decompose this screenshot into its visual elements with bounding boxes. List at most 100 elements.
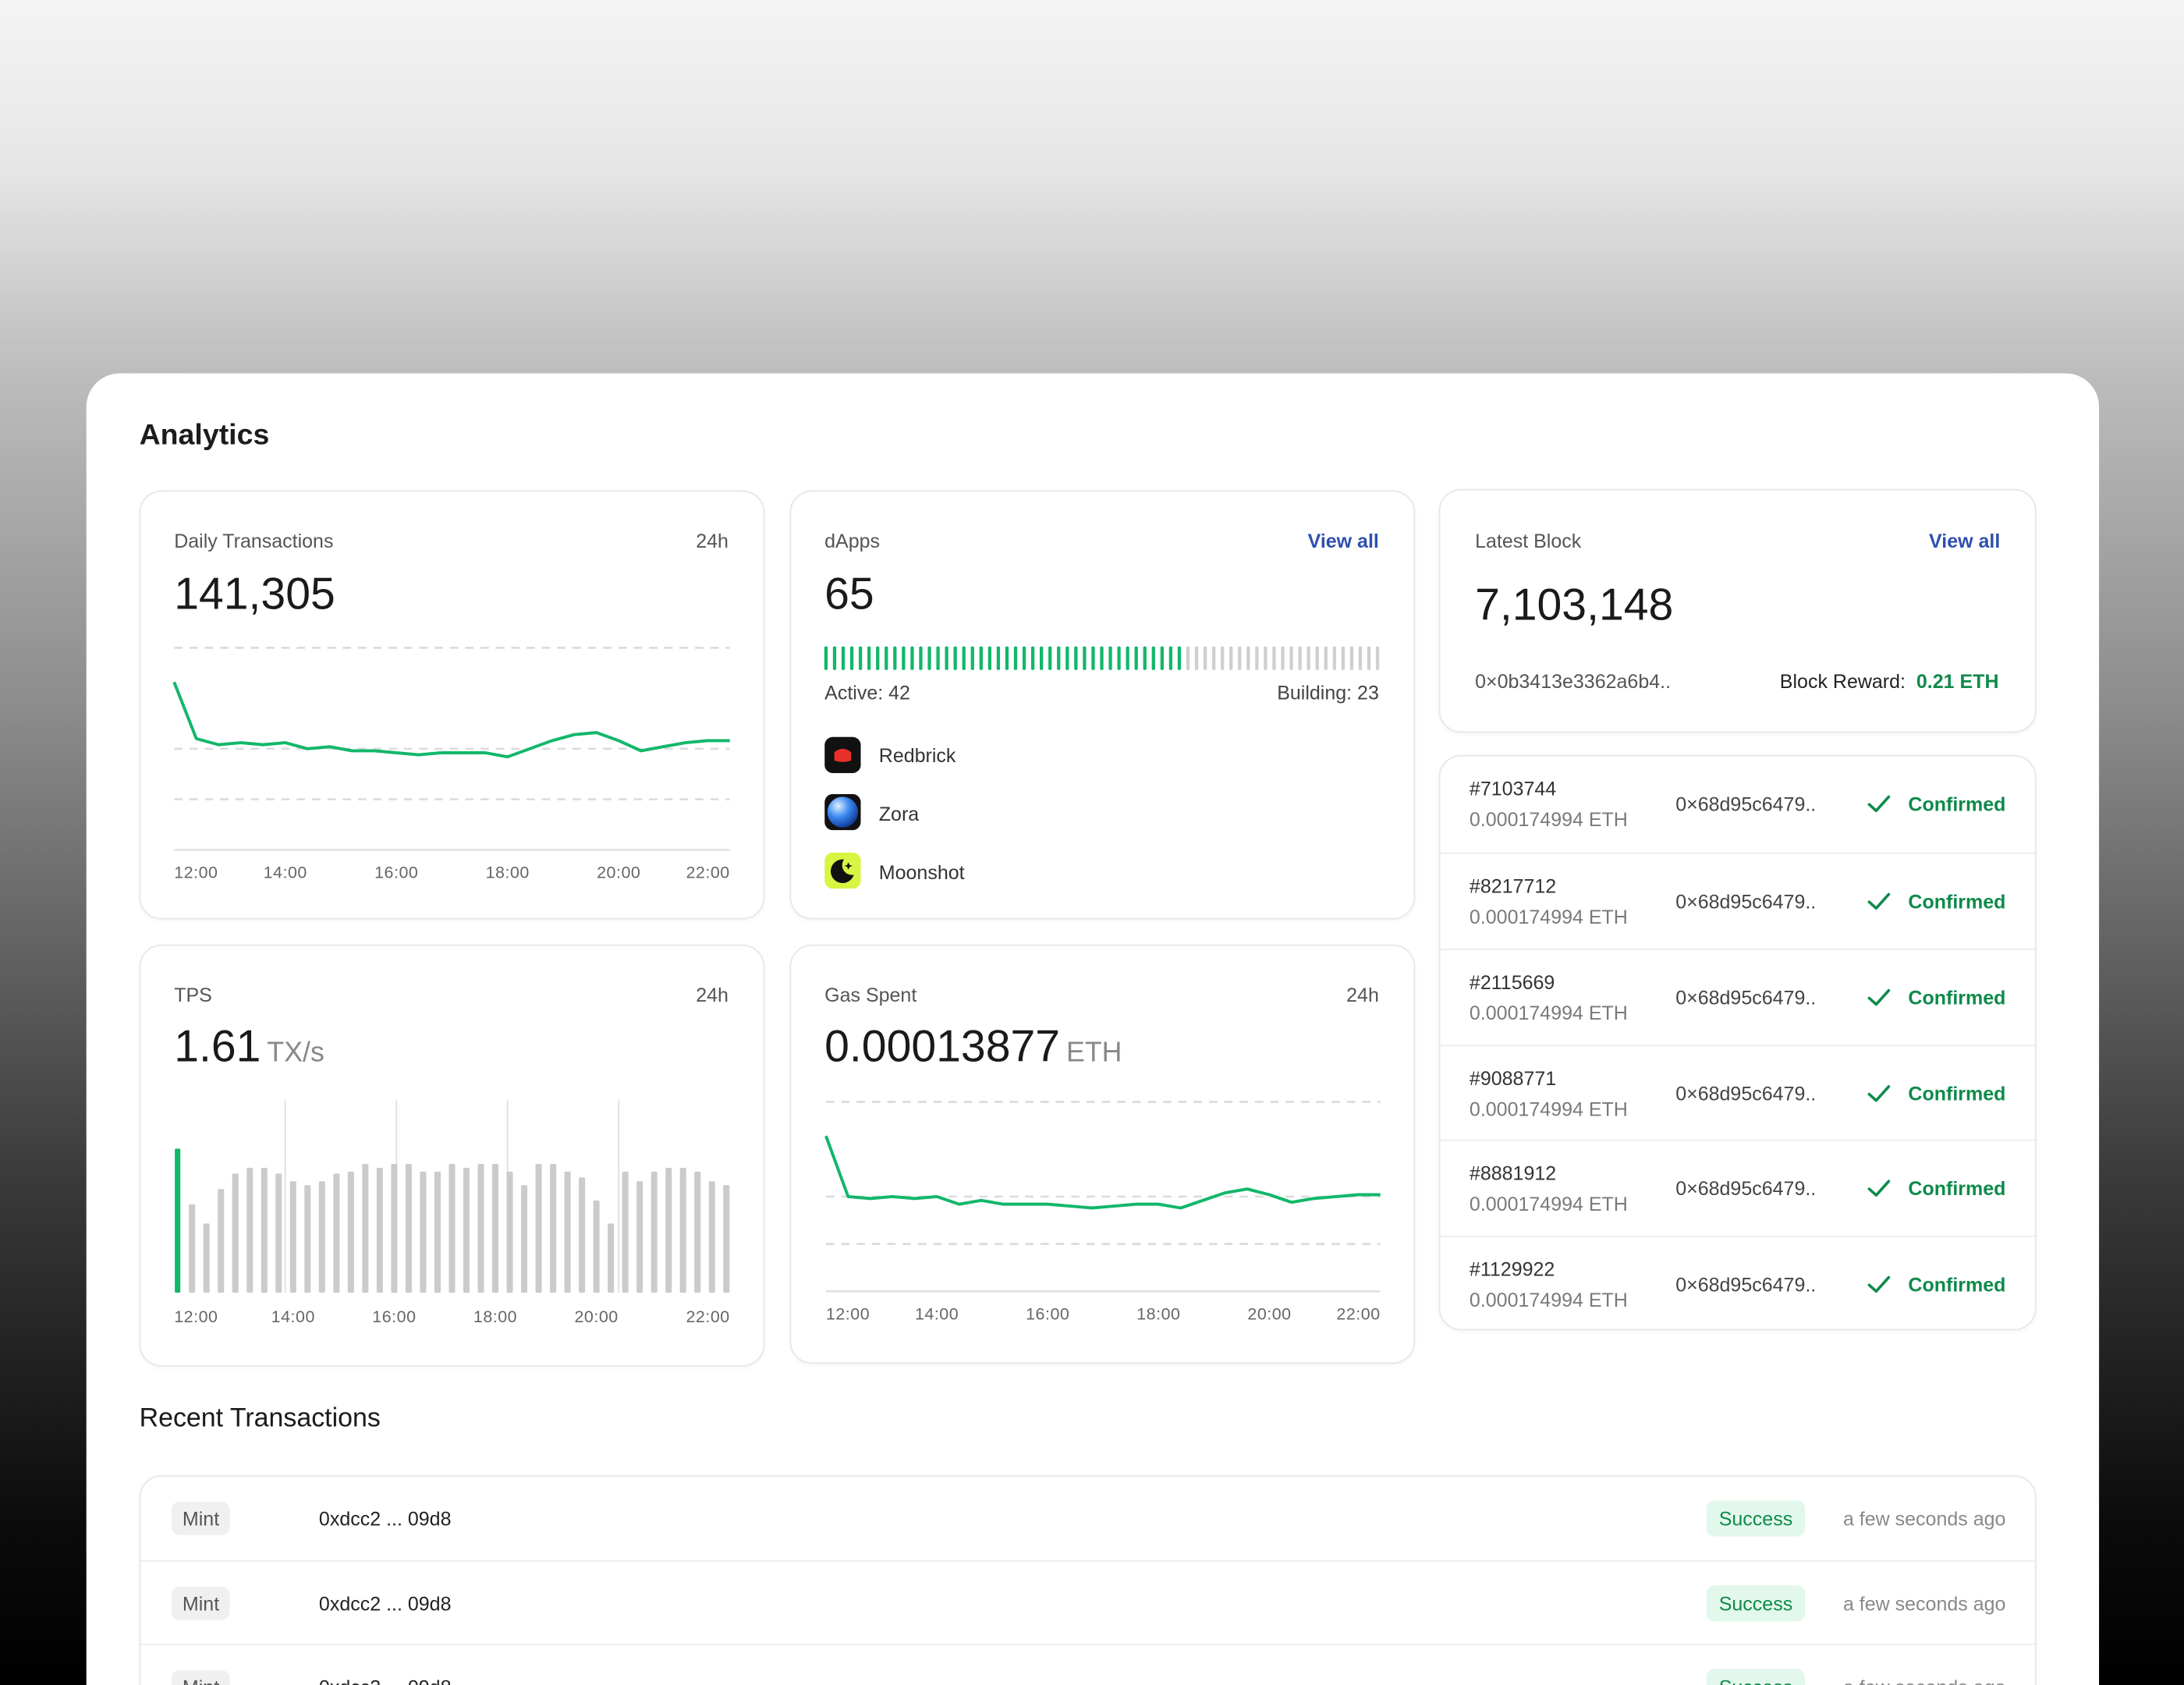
progress-tick: [979, 646, 983, 670]
x-tick-label: 20:00: [597, 863, 640, 882]
progress-tick: [970, 646, 974, 670]
progress-tick: [1126, 646, 1129, 670]
period: 24h: [696, 529, 729, 552]
progress-tick: [910, 646, 914, 670]
block-hash: 0×68d95c6479..: [1675, 889, 1817, 913]
app-name[interactable]: Redbrick: [878, 743, 956, 767]
bar: [463, 1167, 470, 1293]
block-row[interactable]: #9088771 0.000174994 ETH 0×68d95c6479.. Con…: [1440, 1044, 2035, 1141]
bar: [622, 1171, 629, 1293]
progress-tick: [919, 646, 923, 670]
period: 24h: [696, 983, 729, 1006]
bar: [261, 1167, 268, 1293]
block-hash: 0×68d95c6479..: [1675, 1273, 1817, 1296]
progress-tick: [1211, 646, 1216, 670]
block-id: #9088771: [1469, 1066, 1557, 1089]
x-tick-label: 18:00: [473, 1307, 517, 1326]
block-hash: 0×68d95c6479..: [1675, 1081, 1817, 1105]
progress-tick: [1134, 646, 1138, 670]
progress-tick: [902, 646, 906, 670]
status-pill: Success: [1706, 1669, 1806, 1685]
check-icon: [1867, 795, 1891, 813]
progress-tick: [1186, 646, 1190, 670]
transaction-row[interactable]: Mint 0xdcc2 ... 09d8 Success a few seconds …: [140, 1644, 2035, 1685]
x-tick-label: 22:00: [686, 1307, 729, 1326]
block-row[interactable]: #8881912 0.000174994 ETH 0×68d95c6479.. Con…: [1440, 1140, 2035, 1237]
x-tick-label: 14:00: [915, 1304, 959, 1323]
block-amount: 0.000174994 ETH: [1469, 1097, 1628, 1119]
progress-tick: [1108, 646, 1112, 670]
building-count: Building: 23: [1277, 683, 1379, 702]
progress-tick: [1013, 646, 1018, 670]
card: [789, 490, 1416, 920]
progress-tick: [962, 646, 966, 670]
transaction-row[interactable]: Mint 0xdcc2 ... 09d8 Success a few seconds …: [140, 1477, 2035, 1560]
block-hash: 0×0b3413e3362a6b4..: [1475, 669, 1672, 693]
metric-unit: ETH: [1065, 1038, 1122, 1069]
progress-tick: [1160, 646, 1164, 670]
section-title: Recent Transactions: [139, 1404, 381, 1434]
progress-tick: [1324, 646, 1328, 670]
bar: [189, 1204, 196, 1293]
progress-tick: [1306, 646, 1310, 670]
bar: [708, 1181, 715, 1293]
bar: [304, 1185, 311, 1293]
bar: [694, 1171, 701, 1293]
progress-tick: [1367, 646, 1371, 670]
progress-tick: [1177, 646, 1182, 670]
line-series: [172, 681, 730, 759]
progress-tick: [1349, 646, 1354, 670]
metric-value: 0.00013877: [824, 1020, 1061, 1072]
reward-value: 0.21 ETH: [1916, 669, 1999, 693]
metric: 1.61 TX/s: [174, 1024, 324, 1069]
blocks-list: #7103744 0.000174994 ETH 0×68d95c6479.. Con…: [1438, 754, 2037, 1333]
tx-hash: 0xdcc2 ... 09d8: [318, 1592, 452, 1615]
progress-tick: [1255, 646, 1259, 670]
type-pill: Mint: [171, 1586, 231, 1620]
status: Confirmed: [1908, 985, 2006, 1009]
progress-tick: [1358, 646, 1363, 670]
progress-tick: [832, 646, 837, 670]
progress-tick: [1229, 646, 1233, 670]
block-row[interactable]: #7103744 0.000174994 ETH 0×68d95c6479.. Con…: [1440, 757, 2034, 853]
block-id: #7103744: [1469, 777, 1557, 800]
bar: [376, 1167, 383, 1293]
bar: [391, 1164, 398, 1293]
progress-tick: [1030, 646, 1035, 670]
metric-unit: TX/s: [267, 1038, 324, 1069]
block-id: #2115669: [1469, 970, 1555, 993]
block-row[interactable]: #2115669 0.000174994 ETH 0×68d95c6479.. Con…: [1440, 948, 2035, 1045]
view-all-link[interactable]: View all: [1929, 529, 2001, 552]
block-row[interactable]: #1129922 0.000174994 ETH 0×68d95c6479.. Con…: [1440, 1236, 2035, 1333]
block-row[interactable]: #8217712 0.000174994 ETH 0×68d95c6479.. Con…: [1440, 852, 2035, 950]
progress-tick: [1040, 646, 1044, 670]
x-tick-label: 22:00: [686, 863, 729, 882]
transaction-row[interactable]: Mint 0xdcc2 ... 09d8 Success a few seconds …: [140, 1560, 2035, 1645]
progress-tick: [1100, 646, 1104, 670]
progress-tick: [1298, 646, 1302, 670]
time: a few seconds ago: [1842, 1507, 2006, 1530]
progress-tick: [945, 646, 948, 670]
bar: [550, 1164, 557, 1293]
bar: [448, 1164, 456, 1293]
progress-tick: [1005, 646, 1009, 670]
block-id: #8881912: [1469, 1162, 1557, 1185]
bar: [362, 1164, 369, 1293]
type-pill: Mint: [171, 1502, 231, 1535]
bar: [347, 1171, 354, 1293]
progress-tick: [936, 646, 940, 670]
card-label: Latest Block: [1475, 529, 1582, 552]
active-count: Active: 42: [824, 683, 910, 702]
time: a few seconds ago: [1843, 1677, 2005, 1685]
bar: [318, 1181, 325, 1293]
bar: [679, 1167, 686, 1293]
metric: 0.00013877 ETH: [824, 1024, 1122, 1069]
metric-value: 141,305: [174, 568, 335, 619]
app-name[interactable]: Zora: [878, 802, 920, 825]
progress-tick: [876, 646, 880, 670]
progress-tick: [1022, 646, 1026, 670]
bar: [405, 1164, 412, 1293]
app-name[interactable]: Moonshot: [878, 860, 965, 884]
view-all-link[interactable]: View all: [1307, 529, 1379, 552]
